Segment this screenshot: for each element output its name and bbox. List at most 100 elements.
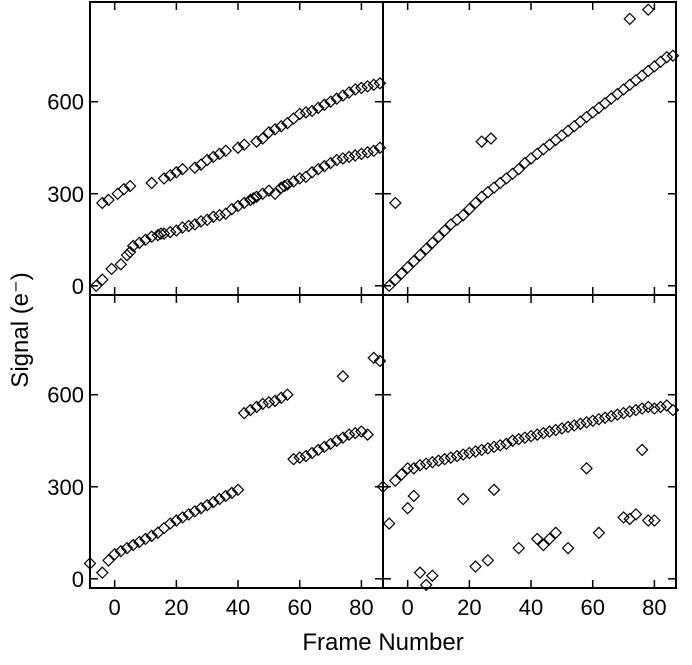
data-point [182,219,196,233]
x-tick-label: 60 [580,595,604,620]
data-point [299,449,313,463]
y-axis-title: Signal (e⁻) [7,272,34,387]
data-point [425,455,439,469]
data-point [635,402,649,415]
data-point [623,12,637,26]
data-point [586,414,600,428]
data-point [132,535,146,549]
data-point [111,187,125,201]
data-point [126,538,140,552]
data-point [170,165,183,179]
data-point [506,434,519,448]
data-point [580,461,593,475]
data-point [444,451,458,464]
data-point [648,402,661,415]
data-point [219,489,233,503]
data-point [598,411,612,425]
data-point [629,73,643,87]
tick-labels-group: 0 300 600 0 300 600 0 20 40 60 80 0 20 40 60 80 [47,90,666,620]
data-point [361,145,374,159]
data-point [89,279,103,293]
data-point [432,230,445,244]
data-point [157,172,171,185]
data-point [188,504,202,518]
x-tick-label: 20 [457,595,481,620]
data-point [207,150,220,164]
data-point [604,92,618,105]
data-point [524,152,538,165]
data-point [244,193,257,207]
data-point [484,132,498,145]
data-point [561,420,575,434]
data-point [592,101,606,115]
data-point [250,400,263,414]
data-point [580,110,593,124]
data-point [611,87,624,101]
data-point [419,578,433,592]
data-point [543,425,556,438]
data-point [367,351,381,365]
data-point [256,187,270,201]
data-point [500,172,513,185]
panel-top-right [382,1,680,296]
data-point [518,156,532,170]
data-point [654,400,667,414]
panels-group [83,1,680,592]
data-point [413,248,427,262]
data-point [660,50,674,64]
data-point [500,437,513,451]
data-point [324,156,337,170]
data-point [348,83,362,96]
data-point [117,182,131,196]
data-point [219,207,233,221]
data-point [617,406,630,420]
data-point [641,400,655,414]
data-point [95,273,109,287]
data-point [567,119,581,133]
data-point [355,425,368,438]
data-point [237,196,251,210]
data-point [487,483,501,497]
data-point [537,142,550,156]
data-point [432,454,445,468]
data-point [151,228,165,242]
data-point [256,132,270,145]
data-point [561,541,575,555]
data-point [407,489,421,503]
data-point [475,443,489,457]
data-point [361,428,374,441]
data-point [463,446,476,460]
data-point [512,541,526,555]
data-point [469,445,482,458]
data-point [336,369,350,383]
data-point [281,388,294,402]
ticks-group [90,2,676,588]
data-point [305,165,319,179]
data-point [348,426,362,440]
data-point [592,412,606,426]
data-point [231,483,245,497]
data-point [635,69,649,82]
data-point [617,83,630,96]
x-tick-label: 40 [226,595,250,620]
data-point [355,147,368,161]
data-point [623,405,637,418]
x-tick-label: 80 [642,595,666,620]
data-point [537,538,550,552]
data-point [274,119,288,133]
y-tick-label: 600 [47,383,84,408]
data-point [481,442,495,455]
x-tick-label: 0 [402,595,414,620]
data-point [493,176,507,190]
data-point [561,124,575,138]
data-point [388,196,402,210]
data-point [648,514,661,527]
data-point [145,176,159,190]
data-point [176,511,189,524]
data-point [262,396,276,409]
data-point [342,86,356,99]
data-point [438,224,452,237]
data-point [330,434,344,448]
data-point [244,403,257,417]
